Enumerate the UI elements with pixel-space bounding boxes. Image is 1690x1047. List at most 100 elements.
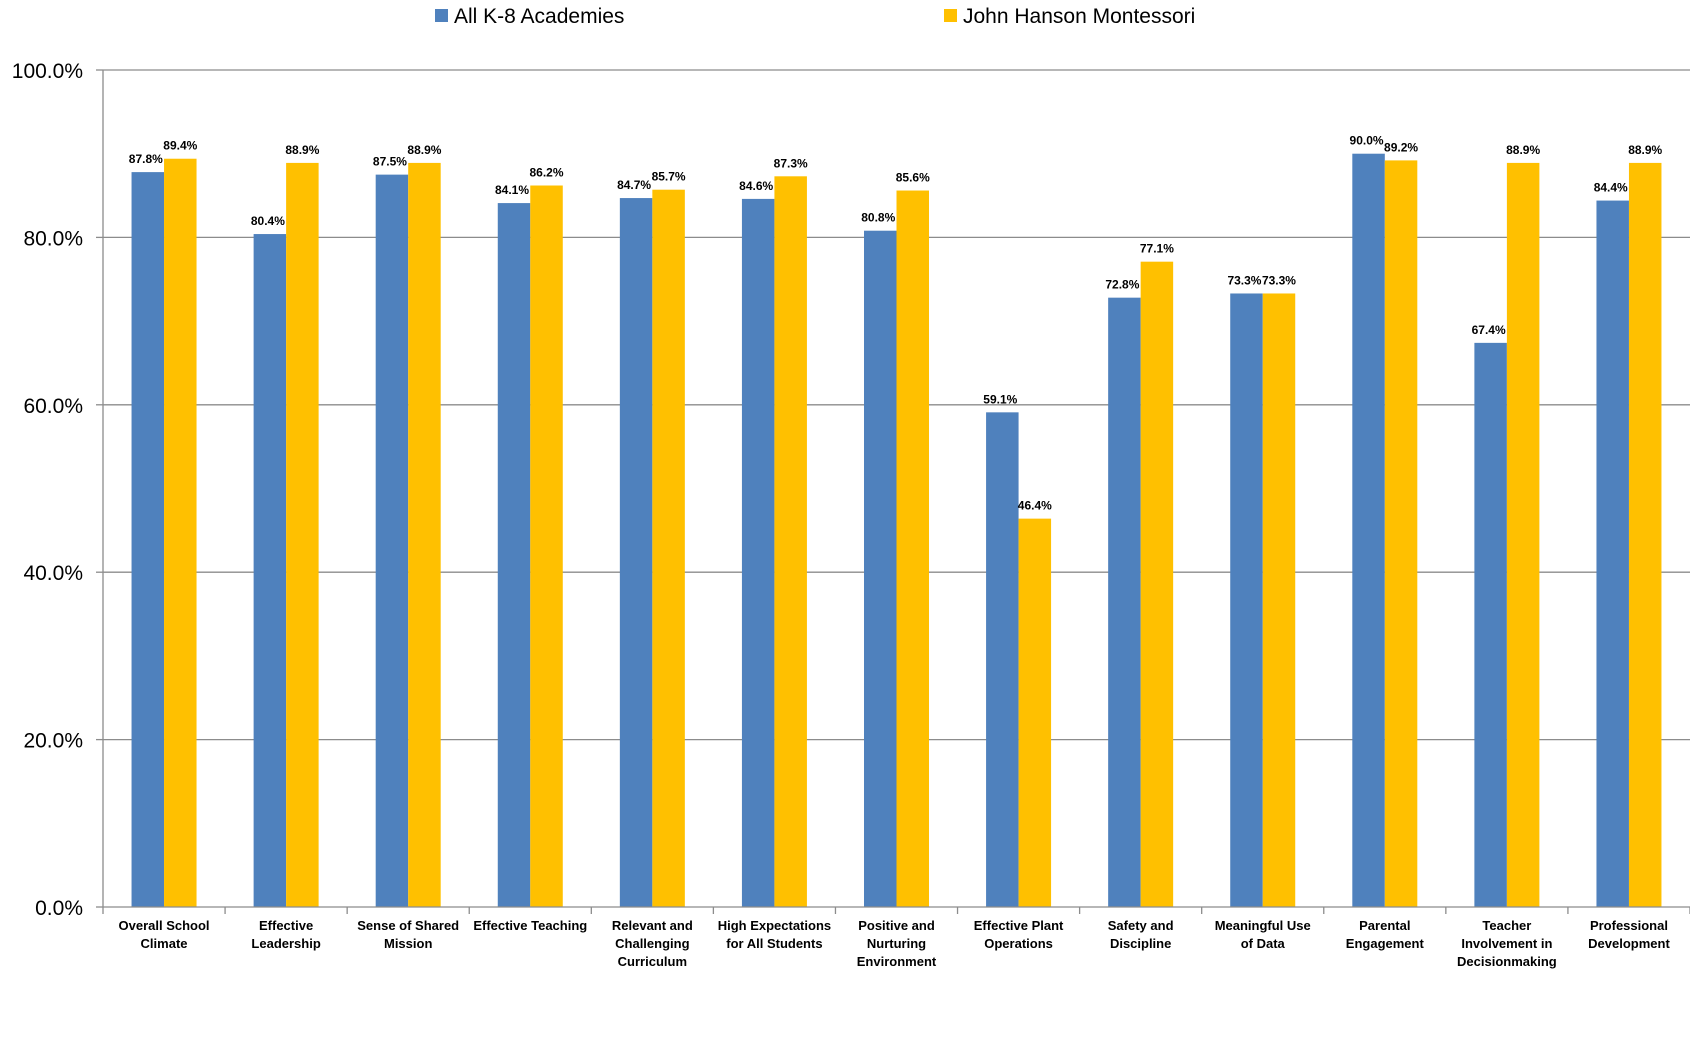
x-category-line: Sense of Shared xyxy=(357,918,459,933)
data-label: 88.9% xyxy=(1506,143,1540,157)
x-category-line: Leadership xyxy=(251,936,320,951)
x-category-label: Effective Plant Operations xyxy=(974,918,1064,951)
bar-john-hanson-9 xyxy=(1262,293,1296,907)
bar-all-k8-5 xyxy=(741,198,775,907)
data-label: 86.2% xyxy=(530,166,564,180)
bar-all-k8-11 xyxy=(1474,342,1507,907)
x-category-line: Operations xyxy=(984,936,1053,951)
x-category-label: Positive and Nurturing Environment xyxy=(857,918,937,969)
y-tick-label: 60.0% xyxy=(23,395,83,418)
x-category-line: Relevant and xyxy=(612,918,693,933)
y-tick-label: 40.0% xyxy=(23,562,83,585)
x-category-label: Meaningful Use of Data xyxy=(1215,918,1311,951)
x-category-line: Development xyxy=(1588,936,1670,951)
x-axis: Overall School Climate Effective Leadership… xyxy=(102,906,1690,969)
data-label: 73.3% xyxy=(1262,273,1296,287)
legend-swatch xyxy=(435,9,448,22)
data-label: 89.4% xyxy=(163,139,197,153)
data-label: 67.4% xyxy=(1472,323,1506,337)
x-category-line: Environment xyxy=(857,954,937,969)
data-label: 77.1% xyxy=(1140,242,1174,256)
bar-john-hanson-2 xyxy=(408,162,441,908)
x-category-line: Mission xyxy=(384,936,432,951)
x-category-line: Effective xyxy=(259,918,313,933)
data-label: 84.7% xyxy=(617,178,651,192)
x-category-line: Discipline xyxy=(1110,936,1171,951)
x-category-line: Involvement in xyxy=(1461,936,1552,951)
x-category-line: Curriculum xyxy=(618,954,687,969)
x-category-label: Sense of Shared Mission xyxy=(357,918,459,951)
data-label: 73.3% xyxy=(1227,273,1261,287)
data-label: 72.8% xyxy=(1105,278,1139,292)
x-category-label: Safety and Discipline xyxy=(1108,918,1174,951)
data-label: 80.8% xyxy=(861,211,895,225)
data-label: 46.4% xyxy=(1018,499,1052,513)
y-tick-label: 80.0% xyxy=(23,227,83,250)
bar-all-k8-8 xyxy=(1108,297,1141,907)
x-category-label: Parental Engagement xyxy=(1346,918,1425,951)
bars xyxy=(131,153,1662,908)
x-category-line: of Data xyxy=(1241,936,1286,951)
bar-john-hanson-5 xyxy=(774,176,807,907)
bar-john-hanson-6 xyxy=(896,190,929,907)
bar-all-k8-7 xyxy=(986,412,1019,907)
bar-john-hanson-1 xyxy=(286,162,319,908)
data-label: 59.1% xyxy=(983,392,1017,406)
bar-all-k8-2 xyxy=(375,174,409,907)
data-labels: 87.8% 80.4% 87.5% 84.1% 84.7% 84.6% 80.8% 59.1%… xyxy=(129,134,1663,513)
data-label: 80.4% xyxy=(251,214,285,228)
x-category-line: Nurturing xyxy=(867,936,926,951)
y-tick-label: 100.0% xyxy=(12,60,83,83)
bar-john-hanson-4 xyxy=(652,189,685,908)
bar-all-k8-3 xyxy=(497,203,531,907)
bar-all-k8-0 xyxy=(131,172,165,907)
bar-john-hanson-11 xyxy=(1506,162,1540,908)
data-label: 87.8% xyxy=(129,152,163,166)
bar-all-k8-6 xyxy=(864,230,897,908)
data-label: 87.5% xyxy=(373,155,407,169)
x-category-label: Teacher Involvement in Decisionmaking xyxy=(1457,918,1557,969)
y-tick-label: 0.0% xyxy=(35,897,83,920)
legend-label: All K-8 Academies xyxy=(454,5,624,28)
data-label: 88.9% xyxy=(285,143,319,157)
x-category-line: Effective Teaching xyxy=(473,918,587,933)
x-category-label: Effective Leadership xyxy=(251,918,320,951)
x-category-label: Professional Development xyxy=(1588,918,1670,951)
x-category-label: Effective Teaching xyxy=(473,918,587,933)
x-category-label: Overall School Climate xyxy=(119,918,210,951)
legend-label: John Hanson Montessori xyxy=(963,5,1195,28)
data-label: 90.0% xyxy=(1350,134,1384,148)
bar-all-k8-1 xyxy=(253,234,287,907)
x-category-label: High Expectations for All Students xyxy=(718,918,831,951)
data-label: 88.9% xyxy=(407,143,441,157)
data-label: 85.6% xyxy=(896,171,930,185)
bar-john-hanson-10 xyxy=(1384,160,1418,907)
x-category-line: Overall School xyxy=(119,918,210,933)
data-label: 84.4% xyxy=(1594,181,1628,195)
x-category-line: for All Students xyxy=(726,936,822,951)
x-category-line: High Expectations xyxy=(718,918,831,933)
data-label: 88.9% xyxy=(1628,143,1662,157)
bar-john-hanson-7 xyxy=(1018,518,1052,907)
y-axis: 0.0% 20.0% 40.0% 60.0% 80.0% 100.0% xyxy=(12,60,104,920)
x-category-line: Engagement xyxy=(1346,936,1425,951)
data-label: 84.6% xyxy=(739,179,773,193)
x-category-line: Climate xyxy=(141,936,188,951)
bar-john-hanson-12 xyxy=(1628,162,1662,908)
y-tick-label: 20.0% xyxy=(23,730,83,753)
chart-legend: All K-8 Academies John Hanson Montessori xyxy=(435,5,1195,28)
data-label: 87.3% xyxy=(774,156,808,170)
x-category-line: Meaningful Use xyxy=(1215,918,1311,933)
x-category-label: Relevant and Challenging Curriculum xyxy=(612,918,693,969)
bar-all-k8-9 xyxy=(1230,293,1263,907)
bar-john-hanson-3 xyxy=(530,185,563,908)
legend-swatch xyxy=(944,9,957,22)
bar-john-hanson-0 xyxy=(164,158,197,908)
x-category-line: Safety and xyxy=(1108,918,1174,933)
x-category-line: Effective Plant xyxy=(974,918,1064,933)
data-label: 85.7% xyxy=(652,170,686,184)
x-category-line: Decisionmaking xyxy=(1457,954,1557,969)
bar-all-k8-12 xyxy=(1596,200,1629,907)
bar-all-k8-10 xyxy=(1352,153,1385,907)
x-category-line: Teacher xyxy=(1482,918,1531,933)
